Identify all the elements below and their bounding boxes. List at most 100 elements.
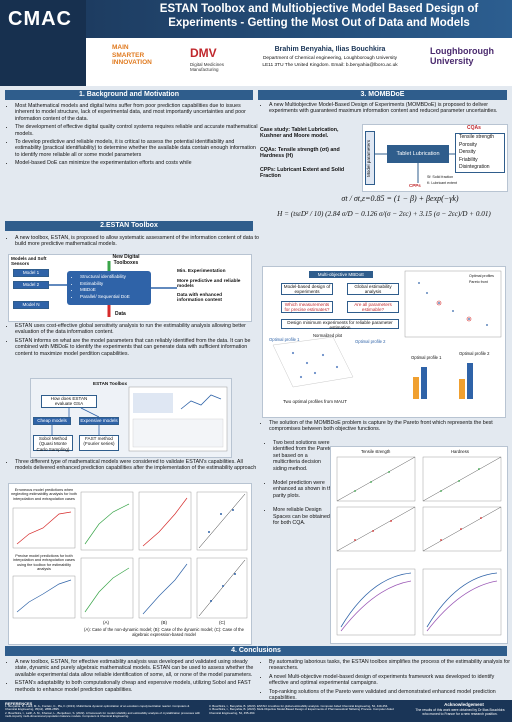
logo-box [0,0,86,86]
bullet: The development of effective digital qua… [15,124,259,137]
note: Precise model predictions for both inter… [13,554,75,572]
bullet: A new Multiobjective Model-Based Design … [269,102,512,115]
logo: CMAC [8,8,72,30]
arrows [49,261,177,317]
ack-text: The results of this work were obtained b… [415,708,505,716]
logo-dmv-sub: Digital Medicines Manufacturing [190,62,225,72]
label: Optimal profile 1 [411,355,442,360]
affiliation: Department of Chemical engineering, Loug… [262,56,398,61]
bullet: By automating laborious tasks, the ESTAN… [269,659,512,672]
plot-title: Tensile strength [361,449,391,454]
screenshot [51,386,228,452]
model: Model 1 [13,269,49,277]
section-heading: 2.ESTAN Toolbox [5,221,253,231]
equation: σt / σt,ε=0.85 = (1 − β) + βexp(−γk) [341,194,459,203]
diagram: Models and Soft Sensors Model 1 Model 2 … [8,254,252,322]
bullets: Three different type of mathematical mod… [6,459,259,474]
label: CQAs [467,125,481,131]
reference: 4. Bouchkira, I., Benyahia, B. (2023). M… [209,707,394,715]
box: Model-based design of experiments [281,283,333,295]
toolbox [67,271,151,305]
bullet: ESTAN informs on what are the model para… [15,338,259,357]
label: New Digital Toolboxes [112,254,140,266]
bullet: Model-based DoE can minimize the experim… [15,160,259,166]
box: Design minimum experiments for reliable … [281,319,399,330]
text: Case study: Tablet Lubrication, Kushner … [260,127,339,140]
plots [336,456,502,636]
label: Data [115,311,126,317]
plot-title: Hardness [451,449,469,454]
bullets: A new toolbox, ESTAN, for effective esti… [6,659,259,695]
bullets: By automating laborious tasks, the ESTAN… [260,659,512,703]
logo-dmv: DMV [190,46,217,60]
process-diagram: Model parameters Tablet Lubrication CQAs… [362,124,508,192]
text: CPPs: Lubricant Extent and Solid Fractio… [260,167,345,180]
legend: Pareto front [469,280,488,284]
output: More predictive and reliable models [177,279,241,290]
box: Tablet Lubrication [387,145,449,163]
equation: H = (tsεD² / 10) (2.84 σ/D − 0.126 σ/(σ … [277,210,491,218]
plot-title: Two optimal profiles from MAUT [283,399,348,404]
bullet: ESTAN's adaptability to both computation… [15,680,259,693]
bullet: Model prediction were enhanced as shown … [273,480,335,499]
label: Optimal profile 1 [269,337,300,342]
section-heading: 3. MOMBDoE [258,90,507,100]
cqa: Tensile strength [459,134,495,140]
legend: K: Lubricant extent [427,181,457,185]
bullet: ESTAN uses cost-effective global sensiti… [15,323,259,336]
model: Model 2 [13,281,49,289]
tool: Parallel/ Sequential DoE [80,294,160,301]
bullet: Three different type of mathematical mod… [15,459,259,472]
bullet: Top-ranking solutions of the Pareto were… [269,689,512,702]
panel-label: (A) [103,620,109,625]
bullet: The solution of the MOMBDoE problem is c… [269,420,512,433]
bullet: A new toolbox, ESTAN, for effective esti… [15,659,259,678]
label: CPPs [409,183,421,188]
output: Data with enhanced information content [177,293,223,304]
caption: (A): Case of the non-dynamic model; (B):… [84,627,244,637]
cqa-list: Tensile strength Porosity Density Friabi… [455,133,505,173]
label: Models and Soft Sensors [11,256,47,266]
parity-figure: Tensile strength Hardness [330,446,508,644]
bullet: To develop predictive and reliable model… [15,139,259,158]
mombdoe-figure: Multi-objective MBDoE Model-based design… [262,266,506,418]
reference: 3. Bouchkira, I., Benyahia, B. (2023). E… [209,705,389,708]
label: Optimal profile 2 [459,351,490,356]
box: How does ESTAN evaluate GSA [41,395,97,408]
arrows [375,153,455,183]
tool: Structural identifiability [80,274,160,281]
tool: MBDoE [80,287,160,294]
label: Normalized plot [313,333,343,338]
footer [0,700,512,722]
bullet: More reliable Design Spaces can be obtai… [273,507,335,526]
legend: Sf: Solid fraction [427,175,454,179]
header-white [86,38,512,86]
label: Optimal profile 2 [355,339,386,344]
section-heading: 1. Background and Motivation [5,90,253,100]
references: 1. Benyahia, B., Latifi, M. A., Fonteix,… [5,705,405,722]
box: Expensive models [79,417,119,425]
output: Min. Experimentation [177,269,226,274]
logo-lboro: Loughborough University [430,46,494,66]
tools: Structural identifiability Estimability … [71,274,160,300]
bullets: A new Multiobjective Model-Based Design … [260,102,512,117]
title: ESTAN Toolbox and Multiobjective Model B… [159,3,479,29]
bullets: ESTAN uses cost-effective global sensiti… [6,323,259,359]
box: Which measurements for precise estimates… [281,301,333,313]
box: Multi-objective MBDoE [309,271,373,278]
legend: Optimal profiles [469,274,494,278]
bullets: Most Mathematical models and digital twi… [6,103,259,169]
box: Sobol Method (Quasi Monte Carlo Sampling… [33,435,73,452]
bullets: Two best solutions were identified from … [264,440,335,528]
logo-main: MAIN SMARTER INNOVATION [112,44,152,66]
bullets: A new toolbox, ESTAN, is proposed to all… [6,235,259,250]
bullet: Most Mathematical models and digital twi… [15,103,259,122]
ack-heading: Acknowledgement [444,702,484,707]
bullet: A novel Multi-objective model-based desi… [269,674,512,687]
flowchart: ESTAN Toolbox How does ESTAN evaluate GS… [30,378,232,458]
bullet: A new toolbox, ESTAN, is proposed to all… [15,235,259,248]
bullets: The solution of the MOMBDoE problem is c… [260,420,512,435]
cqa: Density [459,149,476,156]
panel-label: (B) [161,620,167,625]
